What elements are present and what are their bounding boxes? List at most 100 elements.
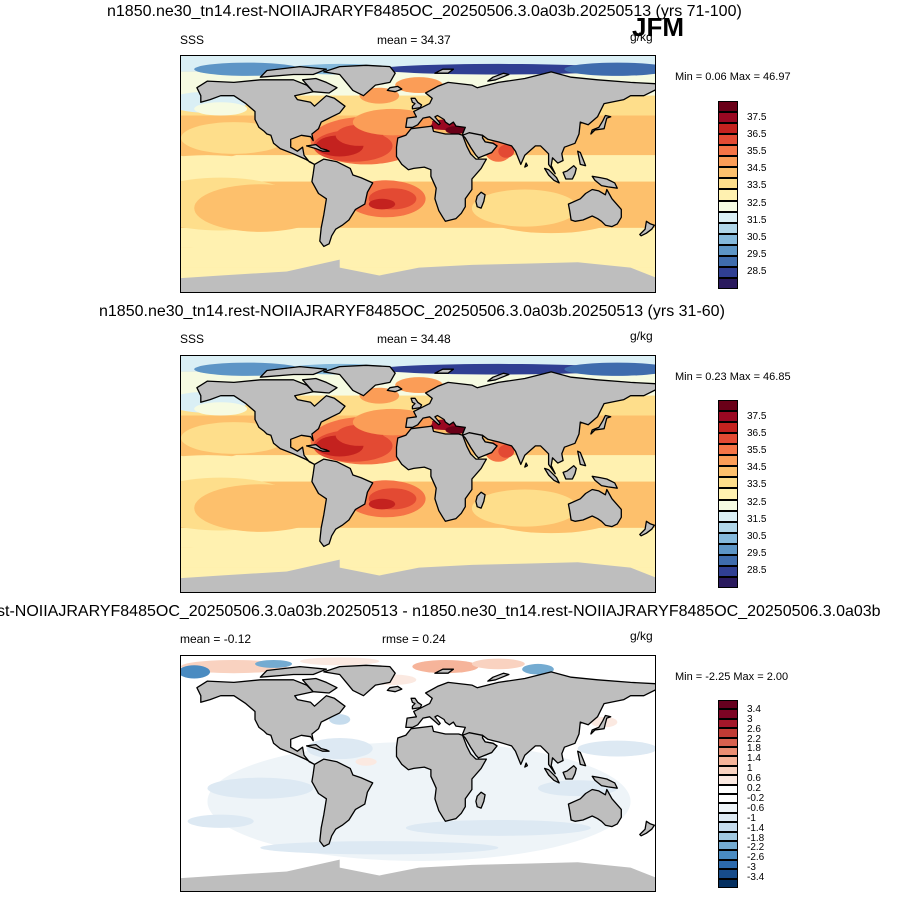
field-contour bbox=[471, 189, 578, 227]
field-contour bbox=[412, 659, 479, 674]
colorbar-label: -3 bbox=[747, 862, 756, 874]
land-south-america bbox=[311, 158, 374, 248]
land-new-guinea bbox=[591, 775, 618, 789]
land-caribbean bbox=[305, 143, 330, 152]
colorbar-label: 31.5 bbox=[747, 214, 767, 226]
field-contour bbox=[187, 814, 254, 828]
field-contour bbox=[181, 241, 499, 263]
colorbar-swatch bbox=[718, 532, 738, 544]
panel3-rmse: rmse = 0.24 bbox=[382, 632, 446, 646]
land-nov-zemlya bbox=[487, 72, 510, 82]
land-sri-lanka bbox=[524, 162, 529, 168]
colorbar-label: 2.6 bbox=[747, 723, 761, 735]
colorbar-swatch bbox=[718, 411, 738, 423]
land-madagascar bbox=[475, 491, 486, 509]
field-contour bbox=[419, 241, 655, 263]
field-contour bbox=[194, 402, 248, 416]
colorbar-swatch bbox=[718, 189, 738, 201]
land-new-guinea bbox=[591, 175, 618, 189]
land-north-america bbox=[196, 679, 346, 766]
colorbar-swatch bbox=[718, 255, 738, 267]
panel3-colorbar: 3.4 3 2.6 2.2 1.8 1.4 1 0.6 0.2 -0.2 -0.6 -1 -1.4 -1.… bbox=[718, 700, 778, 888]
field-contour bbox=[471, 658, 525, 670]
colorbar-label: 1 bbox=[747, 763, 753, 775]
colorbar-label: 29.5 bbox=[747, 248, 767, 260]
land-arctic-isles bbox=[259, 665, 328, 678]
colorbar-label: 1.4 bbox=[747, 753, 761, 765]
land-baffin bbox=[301, 77, 338, 94]
colorbar-swatch bbox=[718, 156, 738, 168]
field-contour bbox=[194, 184, 327, 232]
land-baffin bbox=[301, 677, 338, 694]
colorbar-label: 3.4 bbox=[747, 703, 761, 715]
land-svalbard bbox=[434, 68, 455, 74]
colorbar-swatch bbox=[718, 812, 738, 823]
land-madagascar bbox=[475, 191, 486, 209]
colorbar-label: 37.5 bbox=[747, 411, 767, 423]
colorbar-swatch bbox=[718, 499, 738, 511]
field-contour bbox=[395, 377, 443, 394]
colorbar-label: -2.2 bbox=[747, 842, 765, 854]
colorbar-swatch bbox=[718, 178, 738, 190]
field-contour bbox=[181, 122, 287, 154]
colorbar-swatch bbox=[718, 233, 738, 245]
panel3-map bbox=[180, 655, 656, 892]
panel3-units: g/kg bbox=[630, 629, 653, 643]
field-contour bbox=[368, 498, 396, 510]
colorbar-label: 35.5 bbox=[747, 445, 767, 457]
field-contour bbox=[306, 737, 373, 760]
field-contour bbox=[359, 387, 400, 404]
colorbar-swatch bbox=[718, 422, 738, 434]
colorbar-label: -3.4 bbox=[747, 872, 765, 884]
land-africa bbox=[395, 425, 488, 522]
field-contour bbox=[359, 87, 400, 104]
land-australia bbox=[567, 788, 622, 828]
land-eurasia bbox=[405, 371, 655, 475]
field-contour bbox=[419, 541, 655, 563]
panel2-mean: mean = 34.48 bbox=[377, 332, 451, 346]
field-contour bbox=[255, 659, 293, 668]
land-sri-lanka bbox=[524, 462, 529, 468]
colorbar-swatch bbox=[718, 850, 738, 860]
colorbar-swatch bbox=[718, 277, 738, 289]
land-sumatra bbox=[543, 767, 560, 784]
colorbar-swatch bbox=[718, 134, 738, 146]
colorbar-label: -1.4 bbox=[747, 822, 765, 834]
field-contour bbox=[355, 757, 377, 766]
colorbar-swatch bbox=[718, 510, 738, 522]
land-arabia-edge bbox=[461, 432, 498, 459]
colorbar-label: 36.5 bbox=[747, 129, 767, 141]
colorbar-swatch bbox=[718, 112, 738, 124]
colorbar-label: 34.5 bbox=[747, 462, 767, 474]
land-svalbard bbox=[434, 668, 455, 674]
land-iceland bbox=[386, 85, 403, 93]
panel2-map bbox=[180, 355, 656, 593]
land-philippines bbox=[577, 750, 587, 767]
field-contour bbox=[564, 62, 655, 76]
colorbar-swatch bbox=[718, 521, 738, 533]
colorbar-label: 37.5 bbox=[747, 112, 767, 124]
land-japan bbox=[590, 414, 612, 435]
field-contour bbox=[368, 198, 396, 210]
colorbar-swatch bbox=[718, 794, 738, 804]
land-antarctica bbox=[181, 559, 655, 592]
colorbar-swatch bbox=[718, 543, 738, 555]
colorbar-swatch bbox=[718, 709, 738, 719]
colorbar-swatch bbox=[718, 477, 738, 489]
map-plot bbox=[181, 656, 655, 891]
colorbar-label: -1 bbox=[747, 812, 756, 824]
field-contour bbox=[564, 362, 655, 376]
land-south-america bbox=[311, 758, 374, 848]
land-new-zealand bbox=[639, 220, 655, 237]
field-contour bbox=[329, 714, 351, 725]
field-contour bbox=[590, 465, 655, 479]
land-arabia-edge bbox=[461, 132, 498, 159]
colorbar-swatch bbox=[718, 831, 738, 841]
colorbar-swatch bbox=[718, 859, 738, 870]
land-eurasia bbox=[405, 671, 655, 775]
colorbar-swatch bbox=[718, 554, 738, 566]
land-arabia-edge bbox=[461, 732, 498, 759]
land-borneo bbox=[562, 765, 577, 780]
colorbar-label: 30.5 bbox=[747, 530, 767, 542]
panel3-mean: mean = -0.12 bbox=[180, 632, 252, 646]
